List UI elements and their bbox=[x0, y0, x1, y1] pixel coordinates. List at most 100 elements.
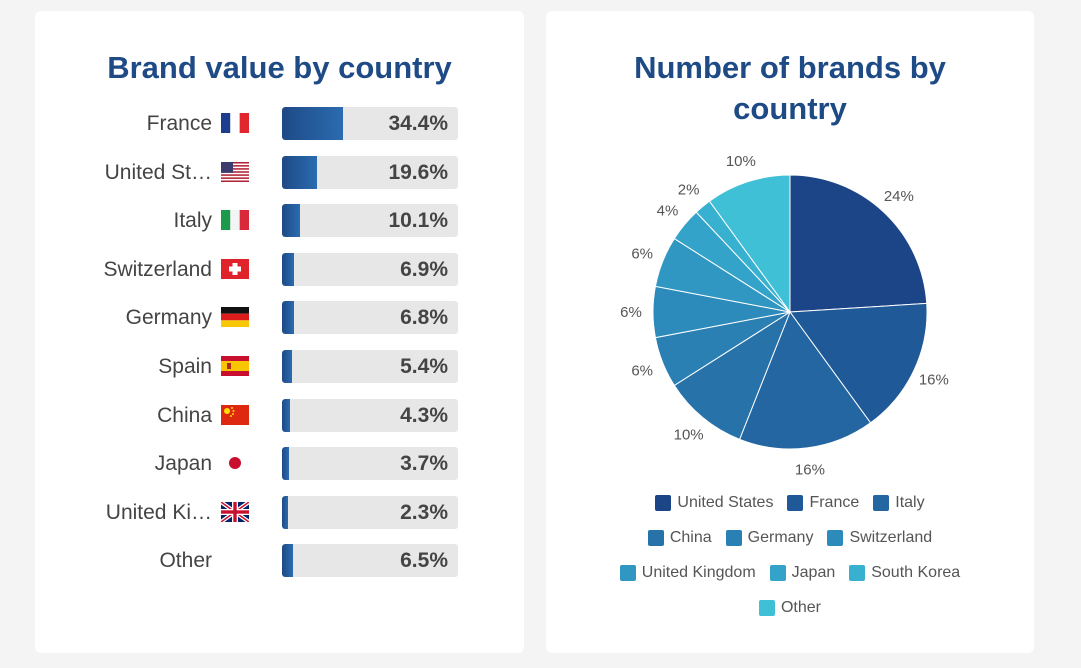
bar-chart-title: Brand value by country bbox=[107, 50, 452, 85]
legend-swatch bbox=[647, 530, 664, 546]
pie-slice-label: 10% bbox=[726, 153, 756, 170]
legend-label: Japan bbox=[791, 564, 836, 581]
bar-row: Japan 3.7% bbox=[35, 447, 524, 481]
legend-swatch bbox=[725, 530, 742, 546]
legend-swatch bbox=[758, 600, 775, 616]
usa-flag-icon bbox=[221, 161, 249, 182]
legend-item[interactable]: Other bbox=[758, 599, 821, 617]
pie-slice-label: 6% bbox=[631, 245, 653, 262]
bar bbox=[282, 155, 317, 189]
bar bbox=[282, 107, 343, 140]
bar bbox=[282, 301, 294, 335]
legend-label: United States bbox=[677, 494, 774, 511]
pie-slice-label: 4% bbox=[657, 203, 679, 220]
legend-label: Switzerland bbox=[849, 529, 933, 546]
legend-item[interactable]: Germany bbox=[725, 529, 814, 547]
pie-slice[interactable] bbox=[673, 310, 792, 441]
bar bbox=[282, 398, 290, 432]
bar-value-label: 10.1% bbox=[388, 209, 448, 233]
bar-value-label: 6.9% bbox=[400, 257, 448, 281]
bar-category-label: France bbox=[146, 112, 212, 135]
bar-value-label: 4.3% bbox=[400, 403, 448, 427]
legend-item[interactable]: Japan bbox=[769, 564, 836, 582]
bar-category-label: Switzerland bbox=[103, 257, 212, 281]
pie-chart: 24% 16% 16% 10% 6% 6% 6% 4% 2% 10% bbox=[620, 153, 949, 479]
legend-swatch bbox=[873, 495, 890, 511]
spain-flag-icon bbox=[221, 356, 249, 376]
bar-track: 19.6% bbox=[282, 155, 458, 189]
switzerland-flag-icon bbox=[221, 258, 249, 279]
bar-row: Germany 6.8% bbox=[35, 301, 524, 335]
legend-item[interactable]: South Korea bbox=[849, 564, 960, 582]
uk-flag-icon bbox=[221, 501, 249, 522]
bar-category-label: China bbox=[157, 403, 212, 427]
bar-category-label: United St… bbox=[104, 160, 212, 184]
bar-category-label: Japan bbox=[154, 452, 212, 476]
pie-slice-label: 6% bbox=[631, 363, 653, 380]
legend-swatch bbox=[849, 565, 866, 581]
pie-slice-label: 6% bbox=[620, 304, 642, 321]
legend-label: United Kingdom bbox=[641, 564, 756, 581]
legend-row: Other bbox=[546, 599, 1034, 617]
pie-slice[interactable] bbox=[708, 174, 791, 314]
bar-track: 10.1% bbox=[282, 204, 458, 238]
bar-category-label: Germany bbox=[125, 306, 212, 330]
brand-value-card: Brand value by country France 34.4% United… bbox=[35, 11, 524, 653]
pie-slice-label: 16% bbox=[795, 462, 825, 479]
legend-swatch bbox=[787, 495, 804, 511]
legend-row: China Germany Switzerland bbox=[546, 529, 1034, 547]
bar-track: 5.4% bbox=[282, 350, 458, 383]
legend-item[interactable]: Switzerland bbox=[827, 529, 932, 547]
legend-swatch bbox=[655, 495, 672, 511]
legend-item[interactable]: Italy bbox=[873, 494, 925, 512]
pie-slice[interactable] bbox=[738, 310, 872, 450]
bar-track: 6.8% bbox=[282, 301, 458, 335]
bar-track: 6.9% bbox=[282, 252, 458, 286]
pie-slice-label: 2% bbox=[678, 181, 700, 198]
pie-chart-title: Number of brands by country bbox=[634, 50, 946, 126]
bar-track: 4.3% bbox=[282, 398, 458, 432]
pie-slice[interactable] bbox=[789, 174, 928, 313]
bar bbox=[282, 204, 300, 238]
legend-label: Germany bbox=[747, 529, 814, 546]
legend-swatch bbox=[769, 565, 786, 581]
italy-flag-icon bbox=[221, 210, 249, 231]
bar-track: 3.7% bbox=[282, 447, 458, 481]
bar-row: United Ki… 2.3% bbox=[35, 495, 524, 530]
bar-value-label: 34.4% bbox=[388, 112, 448, 135]
bar-row: Switzerland 6.9% bbox=[35, 252, 524, 287]
legend-label: France bbox=[809, 494, 860, 511]
legend-item[interactable]: United Kingdom bbox=[619, 564, 756, 582]
bar-track: 2.3% bbox=[282, 495, 458, 529]
legend-label: China bbox=[669, 529, 712, 546]
pie-slice[interactable] bbox=[789, 302, 928, 424]
legend-item[interactable]: China bbox=[647, 529, 712, 547]
legend-item[interactable]: United States bbox=[655, 494, 773, 512]
china-flag-icon bbox=[221, 404, 249, 425]
bar-row: China 4.3% bbox=[35, 398, 524, 433]
bar-category-label: Spain bbox=[158, 355, 212, 378]
brand-count-card: Number of brands by country 24% 16% 16% 10%… bbox=[546, 11, 1034, 653]
bar-track: 34.4% bbox=[282, 107, 458, 140]
pie-slice-label: 10% bbox=[674, 427, 704, 444]
bar bbox=[282, 495, 288, 529]
bar-category-label: United Ki… bbox=[105, 500, 212, 524]
bar-value-label: 6.5% bbox=[400, 549, 448, 573]
germany-flag-icon bbox=[221, 307, 249, 328]
bar-value-label: 5.4% bbox=[400, 355, 448, 378]
bar-category-label: Other bbox=[159, 549, 212, 573]
legend-row: United Kingdom Japan South Korea bbox=[546, 564, 1034, 582]
legend-label: Italy bbox=[895, 494, 925, 511]
bar bbox=[282, 447, 289, 481]
bar-row: Other 6.5% bbox=[35, 544, 524, 578]
bar-row: France 34.4% bbox=[35, 107, 524, 141]
legend-item[interactable]: France bbox=[787, 494, 859, 512]
legend-swatch bbox=[619, 565, 636, 581]
legend-label: Other bbox=[780, 599, 821, 616]
bar-row: Italy 10.1% bbox=[35, 204, 524, 238]
bar-track: 6.5% bbox=[282, 544, 458, 578]
bar-value-label: 2.3% bbox=[400, 500, 448, 524]
legend-row: United States France Italy bbox=[546, 494, 1034, 512]
bar bbox=[282, 350, 292, 383]
pie-slice-label: 24% bbox=[884, 188, 914, 205]
